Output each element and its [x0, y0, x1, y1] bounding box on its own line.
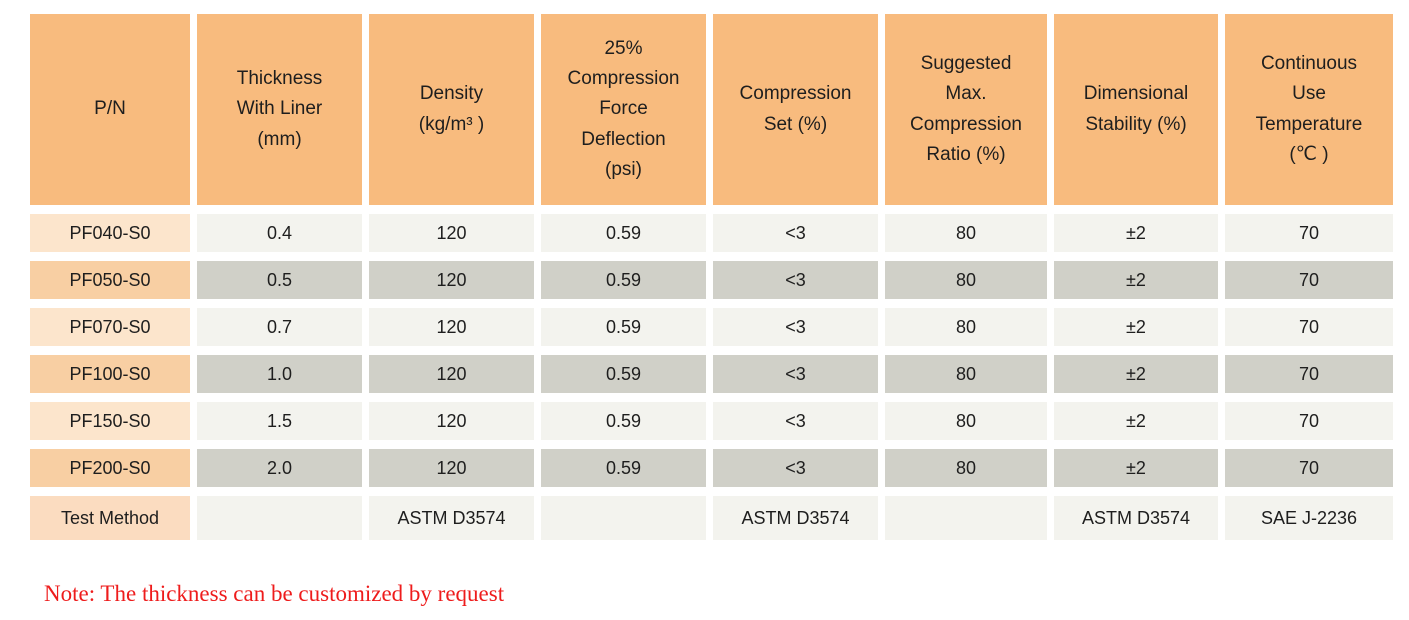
test-method-cell: ASTM D3574	[1054, 496, 1218, 540]
test-method-cell	[541, 496, 706, 540]
test-method-cell: ASTM D3574	[369, 496, 534, 540]
test-method-row: Test Method ASTM D3574 ASTM D3574 ASTM D…	[30, 496, 1393, 540]
value-cell: <3	[713, 402, 878, 440]
value-cell: 0.5	[197, 261, 362, 299]
table-body: PF040-S0 0.4 120 0.59 <3 80 ±2 70 PF050-…	[30, 214, 1393, 487]
value-cell: ±2	[1054, 214, 1218, 252]
value-cell: 120	[369, 402, 534, 440]
value-cell: 70	[1225, 355, 1393, 393]
value-cell: <3	[713, 261, 878, 299]
value-cell: 120	[369, 355, 534, 393]
value-cell: 1.0	[197, 355, 362, 393]
pn-cell: PF040-S0	[30, 214, 190, 252]
column-header-max-compression-ratio: Suggested Max. Compression Ratio (%)	[885, 14, 1047, 205]
test-method-cell: ASTM D3574	[713, 496, 878, 540]
value-cell: 1.5	[197, 402, 362, 440]
column-header-thickness: Thickness With Liner (mm)	[197, 14, 362, 205]
column-header-compression-force-deflection: 25% Compression Force Deflection (psi)	[541, 14, 706, 205]
value-cell: 80	[885, 308, 1047, 346]
table-row: PF050-S0 0.5 120 0.59 <3 80 ±2 70	[30, 261, 1393, 299]
value-cell: 80	[885, 449, 1047, 487]
value-cell: 0.59	[541, 449, 706, 487]
value-cell: 0.7	[197, 308, 362, 346]
value-cell: 70	[1225, 214, 1393, 252]
value-cell: ±2	[1054, 261, 1218, 299]
value-cell: 70	[1225, 308, 1393, 346]
pn-cell: PF200-S0	[30, 449, 190, 487]
value-cell: 120	[369, 261, 534, 299]
value-cell: <3	[713, 308, 878, 346]
value-cell: 80	[885, 402, 1047, 440]
pn-cell: PF150-S0	[30, 402, 190, 440]
note-text: Note: The thickness can be customized by…	[44, 581, 505, 606]
column-header-continuous-use-temperature: Continuous Use Temperature (℃ )	[1225, 14, 1393, 205]
test-method-section: Test Method ASTM D3574 ASTM D3574 ASTM D…	[30, 496, 1393, 540]
value-cell: 70	[1225, 261, 1393, 299]
table-row: PF070-S0 0.7 120 0.59 <3 80 ±2 70	[30, 308, 1393, 346]
table-row: PF200-S0 2.0 120 0.59 <3 80 ±2 70	[30, 449, 1393, 487]
test-method-cell: SAE J-2236	[1225, 496, 1393, 540]
value-cell: 0.59	[541, 355, 706, 393]
spec-table: P/N Thickness With Liner (mm) Density (k…	[23, 5, 1400, 549]
value-cell: 80	[885, 214, 1047, 252]
table-row: PF100-S0 1.0 120 0.59 <3 80 ±2 70	[30, 355, 1393, 393]
value-cell: <3	[713, 449, 878, 487]
value-cell: 0.4	[197, 214, 362, 252]
value-cell: ±2	[1054, 308, 1218, 346]
table-row: PF040-S0 0.4 120 0.59 <3 80 ±2 70	[30, 214, 1393, 252]
pn-cell: PF100-S0	[30, 355, 190, 393]
value-cell: <3	[713, 355, 878, 393]
value-cell: ±2	[1054, 355, 1218, 393]
value-cell: 120	[369, 449, 534, 487]
value-cell: 80	[885, 355, 1047, 393]
table-row: PF150-S0 1.5 120 0.59 <3 80 ±2 70	[30, 402, 1393, 440]
value-cell: 80	[885, 261, 1047, 299]
pn-cell: PF050-S0	[30, 261, 190, 299]
value-cell: ±2	[1054, 402, 1218, 440]
value-cell: 70	[1225, 402, 1393, 440]
test-method-cell	[885, 496, 1047, 540]
value-cell: 120	[369, 308, 534, 346]
value-cell: 120	[369, 214, 534, 252]
value-cell: 2.0	[197, 449, 362, 487]
value-cell: 0.59	[541, 214, 706, 252]
header-row: P/N Thickness With Liner (mm) Density (k…	[30, 14, 1393, 205]
column-header-dimensional-stability: Dimensional Stability (%)	[1054, 14, 1218, 205]
table-header: P/N Thickness With Liner (mm) Density (k…	[30, 14, 1393, 205]
test-method-label-cell: Test Method	[30, 496, 190, 540]
column-header-density: Density (kg/m³ )	[369, 14, 534, 205]
value-cell: 0.59	[541, 261, 706, 299]
value-cell: 0.59	[541, 308, 706, 346]
column-header-compression-set: Compression Set (%)	[713, 14, 878, 205]
pn-cell: PF070-S0	[30, 308, 190, 346]
value-cell: ±2	[1054, 449, 1218, 487]
value-cell: 0.59	[541, 402, 706, 440]
test-method-cell	[197, 496, 362, 540]
value-cell: 70	[1225, 449, 1393, 487]
column-header-pn: P/N	[30, 14, 190, 205]
value-cell: <3	[713, 214, 878, 252]
